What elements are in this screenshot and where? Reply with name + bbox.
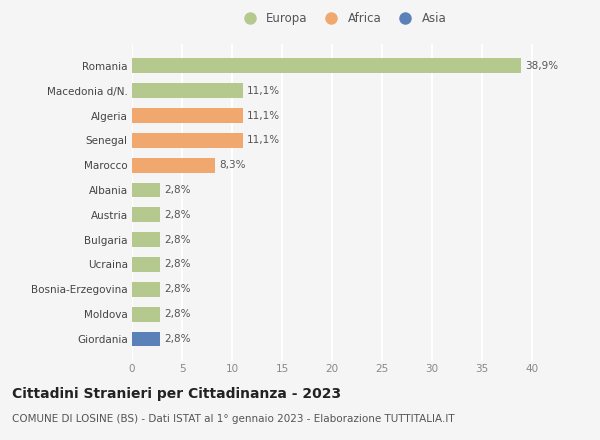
Text: 2,8%: 2,8% <box>164 210 191 220</box>
Bar <box>132 108 243 123</box>
Bar <box>132 307 160 322</box>
Bar <box>132 59 521 73</box>
Bar <box>132 257 160 272</box>
Text: 2,8%: 2,8% <box>164 284 191 294</box>
Text: 2,8%: 2,8% <box>164 260 191 269</box>
Bar <box>132 207 160 222</box>
Bar <box>132 133 243 148</box>
Bar <box>132 83 243 98</box>
Text: 38,9%: 38,9% <box>525 61 558 71</box>
Text: 2,8%: 2,8% <box>164 235 191 245</box>
Bar <box>132 183 160 198</box>
Text: 8,3%: 8,3% <box>219 160 245 170</box>
Bar <box>132 282 160 297</box>
Text: 11,1%: 11,1% <box>247 136 280 145</box>
Text: COMUNE DI LOSINE (BS) - Dati ISTAT al 1° gennaio 2023 - Elaborazione TUTTITALIA.: COMUNE DI LOSINE (BS) - Dati ISTAT al 1°… <box>12 414 455 424</box>
Text: 2,8%: 2,8% <box>164 185 191 195</box>
Text: 2,8%: 2,8% <box>164 334 191 344</box>
Text: 11,1%: 11,1% <box>247 110 280 121</box>
Legend: Europa, Africa, Asia: Europa, Africa, Asia <box>238 12 446 25</box>
Text: 2,8%: 2,8% <box>164 309 191 319</box>
Bar <box>132 232 160 247</box>
Bar <box>132 158 215 172</box>
Text: Cittadini Stranieri per Cittadinanza - 2023: Cittadini Stranieri per Cittadinanza - 2… <box>12 387 341 401</box>
Text: 11,1%: 11,1% <box>247 86 280 95</box>
Bar <box>132 331 160 346</box>
